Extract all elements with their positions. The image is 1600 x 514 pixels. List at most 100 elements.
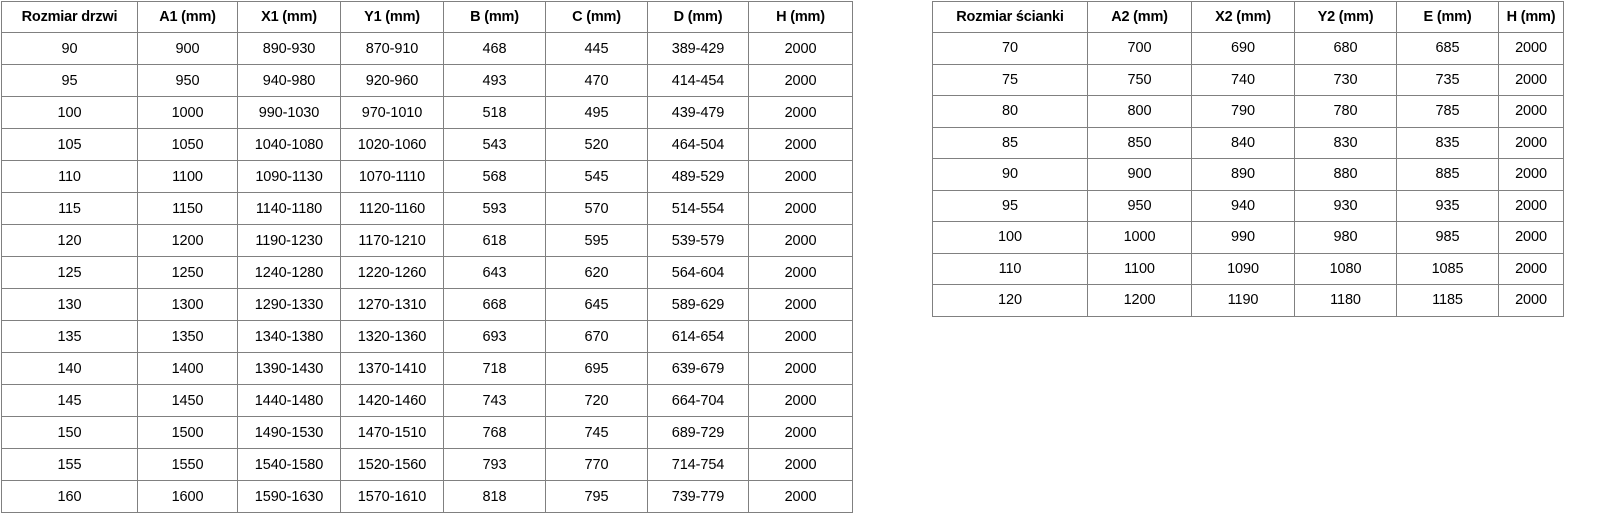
- table-cell: 1290-1330: [237, 288, 341, 321]
- table-cell: 680: [1294, 32, 1397, 65]
- table-cell: 880: [1294, 158, 1397, 191]
- table-cell: 1250: [137, 256, 238, 289]
- row-size-cell: 110: [1, 160, 138, 193]
- table-cell: 818: [443, 480, 546, 513]
- table-cell: 695: [545, 352, 648, 385]
- table-cell: 439-479: [647, 96, 749, 129]
- table-cell: 664-704: [647, 384, 749, 417]
- wall-sizes-table-header: Rozmiar ścianki A2 (mm) X2 (mm) Y2 (mm) E (m…: [932, 1, 1564, 33]
- table-cell: 950: [137, 64, 238, 97]
- table-cell: 930: [1294, 189, 1397, 222]
- row-size-cell: 95: [1, 64, 138, 97]
- table-cell: 850: [1087, 126, 1192, 159]
- table-cell: 1190: [1191, 284, 1295, 317]
- table-cell: 1020-1060: [340, 128, 444, 161]
- table-cell: 800: [1087, 95, 1192, 128]
- table-cell: 520: [545, 128, 648, 161]
- row-size-cell: 75: [932, 63, 1088, 96]
- table-cell: 940-980: [237, 64, 341, 97]
- table-row: 155 1550 1540-1580 1520-1560 793 770 714-754 20…: [1, 448, 853, 481]
- wall-sizes-table-body: 70 700 690 680 685 2000 75 750 740 730 735 2000 80 80…: [932, 32, 1564, 317]
- table-row: 120 1200 1190 1180 1185 2000: [932, 284, 1564, 317]
- table-cell: 689-729: [647, 416, 749, 449]
- table-cell: 1470-1510: [340, 416, 444, 449]
- table-cell: 620: [545, 256, 648, 289]
- table-row: 140 1400 1390-1430 1370-1410 718 695 639-679 20…: [1, 352, 853, 385]
- table-cell: 790: [1191, 95, 1295, 128]
- table-header-row: Rozmiar ścianki A2 (mm) X2 (mm) Y2 (mm) E (m…: [932, 1, 1564, 33]
- table-cell: 700: [1087, 32, 1192, 65]
- row-size-cell: 145: [1, 384, 138, 417]
- row-size-cell: 80: [932, 95, 1088, 128]
- column-header-7: D (mm): [647, 1, 749, 33]
- table-cell: 570: [545, 192, 648, 225]
- column-header-2: A1 (mm): [137, 1, 238, 33]
- table-cell: 2000: [748, 352, 853, 385]
- table-cell: 2000: [748, 192, 853, 225]
- table-cell: 970-1010: [340, 96, 444, 129]
- table-cell: 1170-1210: [340, 224, 444, 257]
- table-cell: 1390-1430: [237, 352, 341, 385]
- table-row: 110 1100 1090 1080 1085 2000: [932, 252, 1564, 285]
- table-cell: 595: [545, 224, 648, 257]
- table-cell: 2000: [748, 224, 853, 257]
- table-cell: 514-554: [647, 192, 749, 225]
- table-cell: 1140-1180: [237, 192, 341, 225]
- table-cell: 714-754: [647, 448, 749, 481]
- row-size-cell: 90: [1, 32, 138, 65]
- table-cell: 1500: [137, 416, 238, 449]
- row-size-cell: 120: [932, 284, 1088, 317]
- table-cell: 835: [1396, 126, 1499, 159]
- table-cell: 1120-1160: [340, 192, 444, 225]
- table-cell: 739-779: [647, 480, 749, 513]
- column-header-5: E (mm): [1396, 1, 1499, 33]
- table-cell: 1090: [1191, 252, 1295, 285]
- table-cell: 900: [1087, 158, 1192, 191]
- table-cell: 1220-1260: [340, 256, 444, 289]
- table-cell: 614-654: [647, 320, 749, 353]
- table-cell: 1080: [1294, 252, 1397, 285]
- table-cell: 464-504: [647, 128, 749, 161]
- table-cell: 840: [1191, 126, 1295, 159]
- table-cell: 785: [1396, 95, 1499, 128]
- door-sizes-table: Rozmiar drzwi A1 (mm) X1 (mm) Y1 (mm) B (mm)…: [1, 1, 853, 513]
- table-cell: 990-1030: [237, 96, 341, 129]
- table-cell: 489-529: [647, 160, 749, 193]
- table-cell: 795: [545, 480, 648, 513]
- table-cell: 2000: [1498, 221, 1564, 254]
- table-cell: 2000: [748, 32, 853, 65]
- table-cell: 468: [443, 32, 546, 65]
- table-cell: 1450: [137, 384, 238, 417]
- table-row: 100 1000 990 980 985 2000: [932, 221, 1564, 254]
- table-cell: 1070-1110: [340, 160, 444, 193]
- table-cell: 1490-1530: [237, 416, 341, 449]
- table-cell: 389-429: [647, 32, 749, 65]
- table-cell: 1350: [137, 320, 238, 353]
- table-cell: 730: [1294, 63, 1397, 96]
- table-cell: 693: [443, 320, 546, 353]
- table-cell: 1420-1460: [340, 384, 444, 417]
- table-cell: 2000: [748, 320, 853, 353]
- table-cell: 1370-1410: [340, 352, 444, 385]
- row-size-cell: 115: [1, 192, 138, 225]
- table-cell: 940: [1191, 189, 1295, 222]
- table-cell: 900: [137, 32, 238, 65]
- table-cell: 685: [1396, 32, 1499, 65]
- table-cell: 2000: [748, 64, 853, 97]
- row-size-cell: 155: [1, 448, 138, 481]
- table-cell: 1300: [137, 288, 238, 321]
- table-cell: 1320-1360: [340, 320, 444, 353]
- table-cell: 768: [443, 416, 546, 449]
- column-header-4: Y1 (mm): [340, 1, 444, 33]
- table-cell: 643: [443, 256, 546, 289]
- row-size-cell: 105: [1, 128, 138, 161]
- table-cell: 935: [1396, 189, 1499, 222]
- row-size-cell: 140: [1, 352, 138, 385]
- table-cell: 543: [443, 128, 546, 161]
- table-cell: 985: [1396, 221, 1499, 254]
- wall-sizes-table: Rozmiar ścianki A2 (mm) X2 (mm) Y2 (mm) E (m…: [932, 1, 1564, 317]
- table-cell: 2000: [1498, 63, 1564, 96]
- table-cell: 1180: [1294, 284, 1397, 317]
- table-cell: 593: [443, 192, 546, 225]
- table-cell: 1340-1380: [237, 320, 341, 353]
